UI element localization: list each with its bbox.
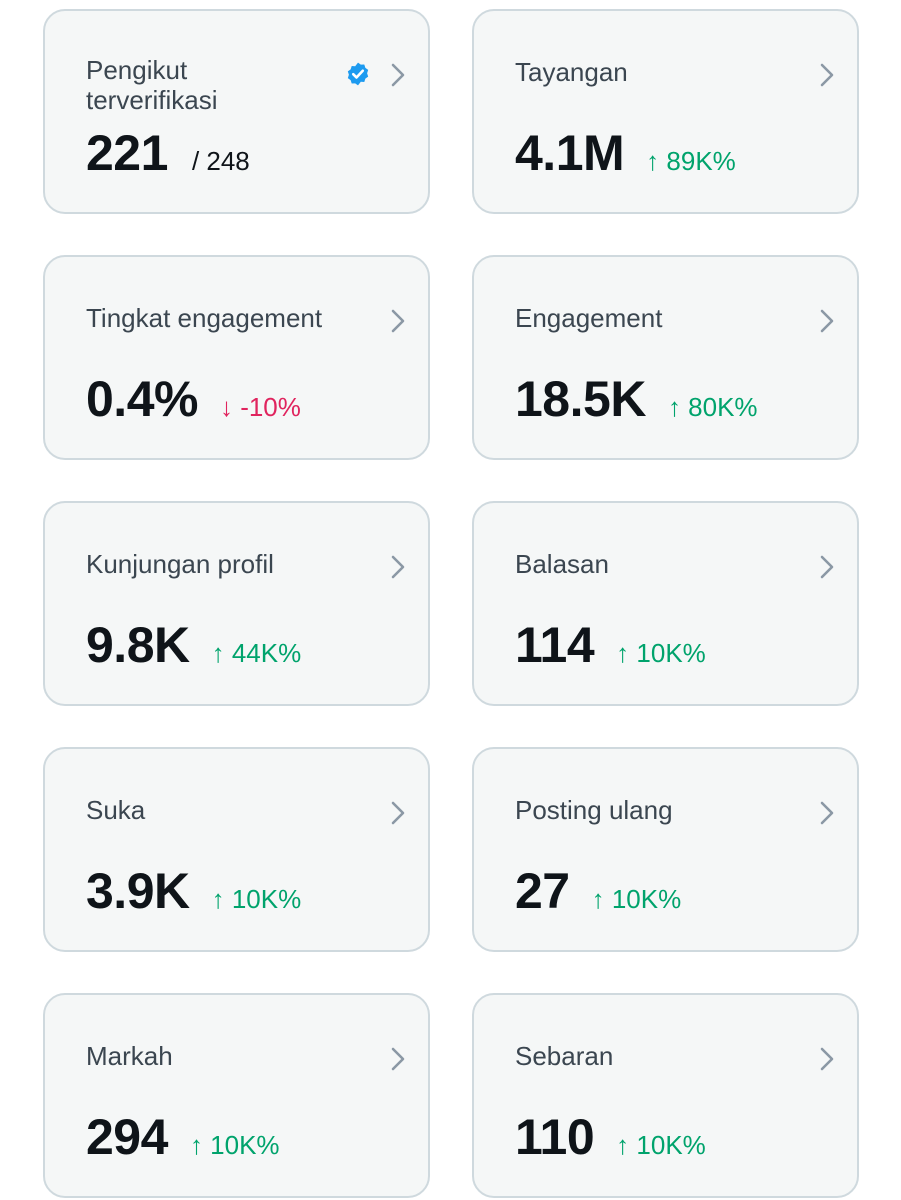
metric-value-row: 4.1M ↑ 89K% <box>515 123 736 183</box>
metric-value-row: 18.5K ↑ 80K% <box>515 369 758 429</box>
chevron-right-icon[interactable] <box>386 60 410 90</box>
metric-value: 294 <box>86 1109 168 1165</box>
metric-change-up: ↑ 10K% <box>616 1130 706 1160</box>
metric-change-up: ↑ 89K% <box>646 146 736 176</box>
metric-value-row: 27 ↑ 10K% <box>515 861 681 921</box>
metric-change-up: ↑ 10K% <box>591 884 682 914</box>
chevron-right-icon[interactable] <box>386 1044 410 1074</box>
metric-label: Tingkat engagement <box>86 303 323 333</box>
metric-value: 27 <box>515 863 570 919</box>
metric-value: 221 <box>86 125 168 181</box>
metric-label: Sebaran <box>515 1041 614 1071</box>
metric-label: Tayangan <box>515 57 628 87</box>
metric-label: Pengikut terverifikasi <box>86 55 218 115</box>
metric-value: 3.9K <box>86 863 190 919</box>
metric-card-bookmarks[interactable]: Markah 294 ↑ 10K% <box>43 993 430 1198</box>
metric-label: Suka <box>86 795 146 825</box>
chevron-right-icon[interactable] <box>815 552 839 582</box>
metric-value: 114 <box>515 617 595 673</box>
metric-value-row: 3.9K ↑ 10K% <box>86 861 301 921</box>
metric-card-verified-followers[interactable]: Pengikut terverifikasi 221 / 248 <box>43 9 430 214</box>
metric-label: Markah <box>86 1041 173 1071</box>
metric-value-row: 110 ↑ 10K% <box>515 1107 706 1167</box>
metric-change-down: ↓ -10% <box>219 392 301 422</box>
metric-value: 18.5K <box>515 371 646 427</box>
metric-value: 4.1M <box>515 125 625 181</box>
chevron-right-icon[interactable] <box>815 306 839 336</box>
metric-change-up: ↑ 10K% <box>211 884 302 914</box>
metric-value-row: 114 ↑ 10K% <box>515 615 706 675</box>
chevron-right-icon[interactable] <box>815 798 839 828</box>
metric-value: 110 <box>515 1109 595 1165</box>
chevron-right-icon[interactable] <box>386 798 410 828</box>
metric-value: 9.8K <box>86 617 190 673</box>
metric-card-engagement[interactable]: Engagement 18.5K ↑ 80K% <box>472 255 859 460</box>
metric-label: Kunjungan profil <box>86 549 274 579</box>
metric-total: / 248 <box>191 146 250 176</box>
metric-card-replies[interactable]: Balasan 114 ↑ 10K% <box>472 501 859 706</box>
metric-value-row: 9.8K ↑ 44K% <box>86 615 301 675</box>
metric-label: Posting ulang <box>515 795 673 825</box>
metric-card-profile-visits[interactable]: Kunjungan profil 9.8K ↑ 44K% <box>43 501 430 706</box>
chevron-right-icon[interactable] <box>386 306 410 336</box>
metric-value-row: 294 ↑ 10K% <box>86 1107 280 1167</box>
metrics-grid: Pengikut terverifikasi 221 / 248 Tayanga… <box>43 9 859 1198</box>
metric-change-up: ↑ 80K% <box>667 392 758 422</box>
metric-label: Balasan <box>515 549 609 579</box>
metric-card-impressions[interactable]: Tayangan 4.1M ↑ 89K% <box>472 9 859 214</box>
metric-value: 0.4% <box>86 371 198 427</box>
metric-value-row: 0.4% ↓ -10% <box>86 369 301 429</box>
metric-change-up: ↑ 44K% <box>211 638 302 668</box>
metric-change-up: ↑ 10K% <box>616 638 706 668</box>
metric-change-up: ↑ 10K% <box>189 1130 280 1160</box>
verified-badge-icon <box>347 62 369 86</box>
metric-card-likes[interactable]: Suka 3.9K ↑ 10K% <box>43 747 430 952</box>
metric-label: Engagement <box>515 303 663 333</box>
chevron-right-icon[interactable] <box>815 60 839 90</box>
metric-value-row: 221 / 248 <box>86 123 250 183</box>
metric-card-reposts[interactable]: Posting ulang 27 ↑ 10K% <box>472 747 859 952</box>
metric-card-shares[interactable]: Sebaran 110 ↑ 10K% <box>472 993 859 1198</box>
chevron-right-icon[interactable] <box>386 552 410 582</box>
metric-card-engagement-rate[interactable]: Tingkat engagement 0.4% ↓ -10% <box>43 255 430 460</box>
chevron-right-icon[interactable] <box>815 1044 839 1074</box>
